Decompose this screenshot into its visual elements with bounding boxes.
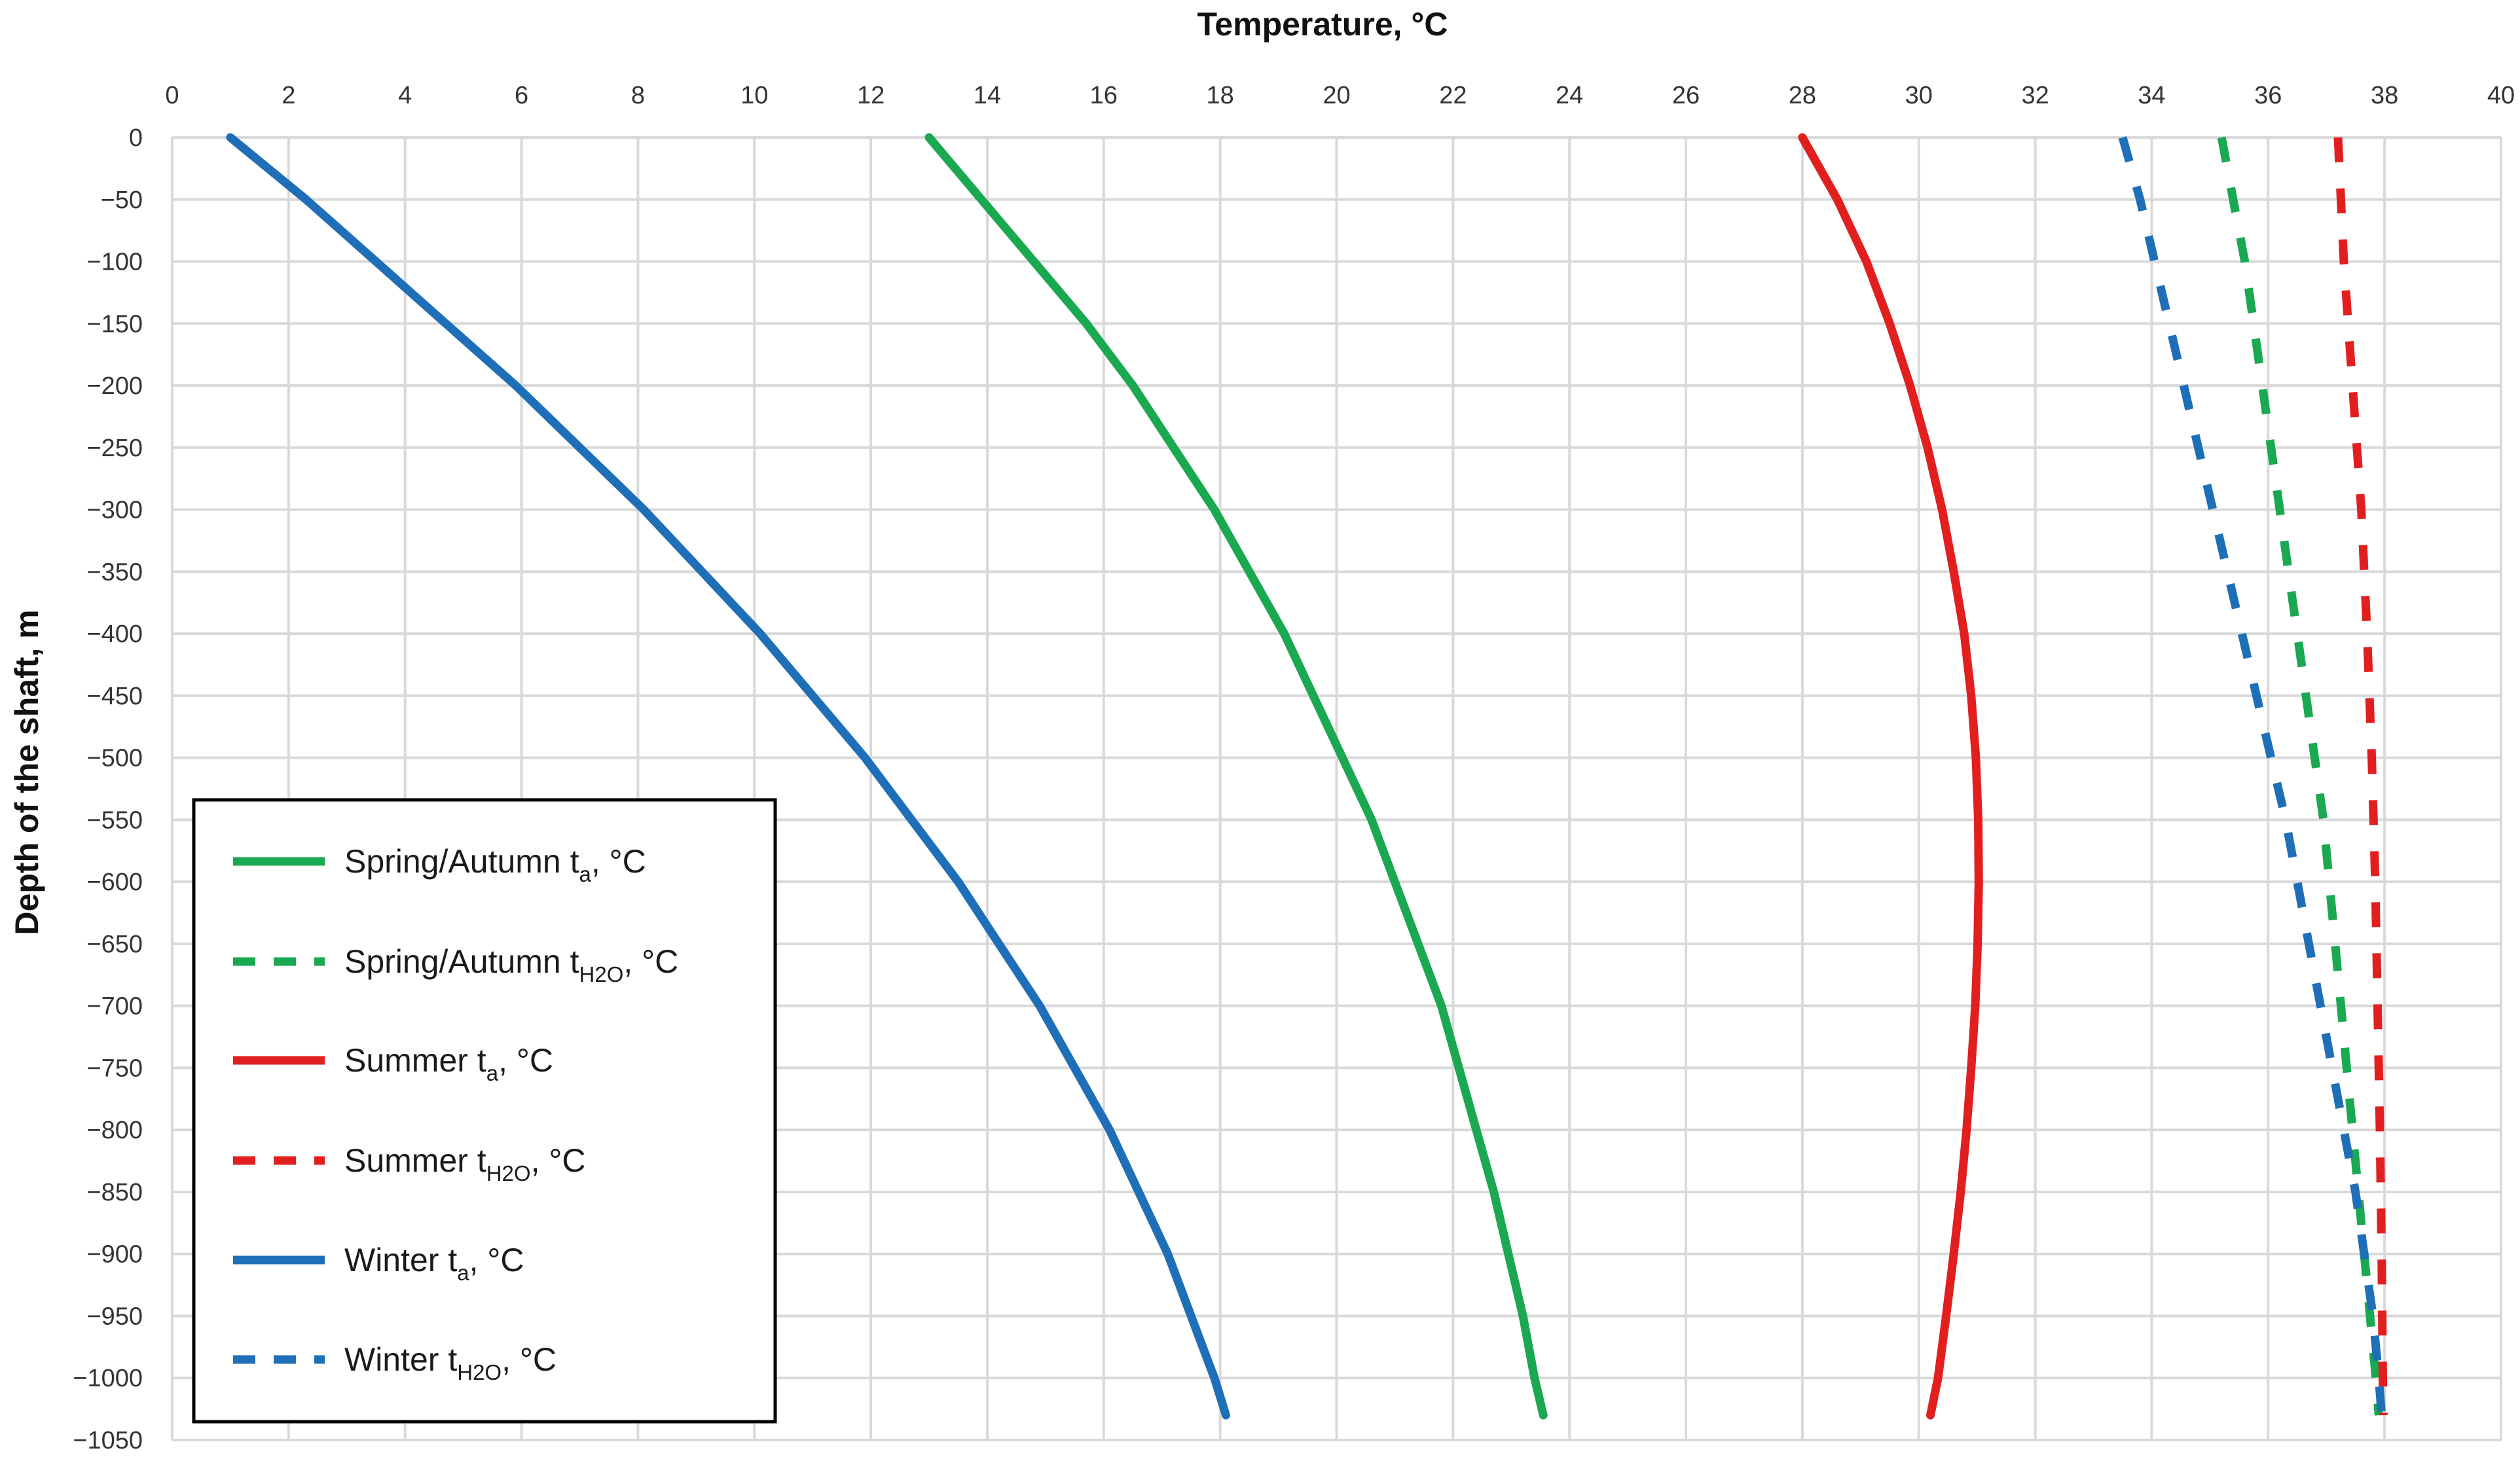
y-tick-label: −250	[86, 435, 143, 462]
y-tick-label: −550	[86, 806, 143, 834]
legend-label-subscript: H2O	[579, 962, 624, 986]
x-tick-label: 10	[740, 82, 768, 109]
x-tick-label: 18	[1207, 82, 1234, 109]
y-tick-label: −650	[86, 931, 143, 958]
series-line	[2118, 136, 2386, 1416]
y-tick-label: −500	[86, 745, 143, 772]
y-tick-labels: 0 −50 −100 −150 −200 −250 −300 −350 −400 −450 −500…	[73, 124, 143, 1454]
legend-label-unit: , °C	[502, 1341, 557, 1378]
x-tick-labels: 0 2 4 6 8 10 12 14 16 18 20 22 24 26 28 30 32 34 36 38 40	[165, 82, 2515, 109]
legend-label-subscript: H2O	[457, 1360, 502, 1384]
x-tick-label: 4	[398, 82, 412, 109]
legend-label-main: Spring/Autumn t	[344, 843, 579, 880]
y-axis-title: Depth of the shaft, m	[9, 609, 45, 935]
legend-label-main: Spring/Autumn t	[344, 943, 579, 980]
legend-label: Spring/Autumn tH2O, °C	[344, 943, 678, 986]
legend-label-subscript: a	[457, 1261, 469, 1285]
x-tick-label: 32	[2021, 82, 2049, 109]
y-tick-label: −950	[86, 1303, 143, 1330]
legend-label-subscript: a	[486, 1061, 499, 1085]
y-tick-label: −450	[86, 683, 143, 710]
x-tick-label: 16	[1090, 82, 1118, 109]
y-tick-label: −350	[86, 558, 143, 586]
x-tick-label: 38	[2371, 82, 2398, 109]
legend-box	[192, 798, 777, 1424]
x-tick-label: 34	[2138, 82, 2165, 109]
y-tick-label: −850	[86, 1179, 143, 1206]
series-line	[226, 133, 1230, 1420]
y-tick-label: −1000	[73, 1365, 143, 1392]
x-tick-label: 36	[2254, 82, 2282, 109]
legend-label-main: Winter t	[344, 1341, 457, 1378]
data-series	[226, 133, 2388, 1420]
y-tick-label: −750	[86, 1054, 143, 1082]
legend-label-main: Summer t	[344, 1042, 486, 1079]
y-tick-label: 0	[129, 124, 143, 152]
legend-label-unit: , °C	[591, 843, 646, 880]
x-tick-label: 30	[1905, 82, 1933, 109]
x-tick-label: 20	[1323, 82, 1350, 109]
y-tick-label: −800	[86, 1117, 143, 1144]
y-tick-label: −400	[86, 621, 143, 648]
legend-label-main: Winter t	[344, 1242, 457, 1278]
legend-label: Summer ta, °C	[344, 1042, 553, 1085]
y-tick-label: −900	[86, 1241, 143, 1269]
legend-label: Winter tH2O, °C	[344, 1341, 557, 1384]
y-tick-label: −1050	[73, 1427, 143, 1454]
y-tick-label: −200	[86, 372, 143, 400]
legend-label-unit: , °C	[531, 1142, 586, 1179]
series-line	[1798, 133, 1983, 1420]
series-line	[924, 133, 1548, 1420]
x-tick-label: 0	[165, 82, 179, 109]
legend-label: Winter ta, °C	[344, 1242, 524, 1285]
x-tick-label: 2	[282, 82, 295, 109]
y-tick-label: −100	[86, 249, 143, 276]
series-line	[2333, 137, 2388, 1416]
legend-label: Spring/Autumn ta, °C	[344, 843, 646, 886]
y-tick-label: −150	[86, 310, 143, 338]
legend-label-main: Summer t	[344, 1142, 486, 1179]
legend-label-unit: , °C	[623, 943, 678, 980]
x-tick-label: 24	[1556, 82, 1583, 109]
y-tick-label: −700	[86, 993, 143, 1020]
legend-label-unit: , °C	[469, 1242, 524, 1278]
x-tick-label: 6	[515, 82, 528, 109]
y-tick-label: −600	[86, 869, 143, 896]
y-tick-label: −50	[101, 187, 143, 214]
x-tick-label: 12	[857, 82, 885, 109]
x-axis-title: Temperature, °C	[1197, 6, 1448, 43]
x-tick-label: 40	[2487, 82, 2515, 109]
series-line	[2217, 136, 2383, 1416]
legend-label-subscript: a	[579, 862, 592, 886]
legend-label: Summer tH2O, °C	[344, 1142, 585, 1185]
x-tick-label: 14	[974, 82, 1001, 109]
legend-label-subscript: H2O	[486, 1161, 531, 1185]
x-tick-label: 22	[1439, 82, 1467, 109]
x-tick-label: 8	[631, 82, 645, 109]
y-tick-label: −300	[86, 497, 143, 524]
legend-label-unit: , °C	[498, 1042, 553, 1079]
x-tick-label: 26	[1672, 82, 1700, 109]
x-tick-label: 28	[1789, 82, 1816, 109]
